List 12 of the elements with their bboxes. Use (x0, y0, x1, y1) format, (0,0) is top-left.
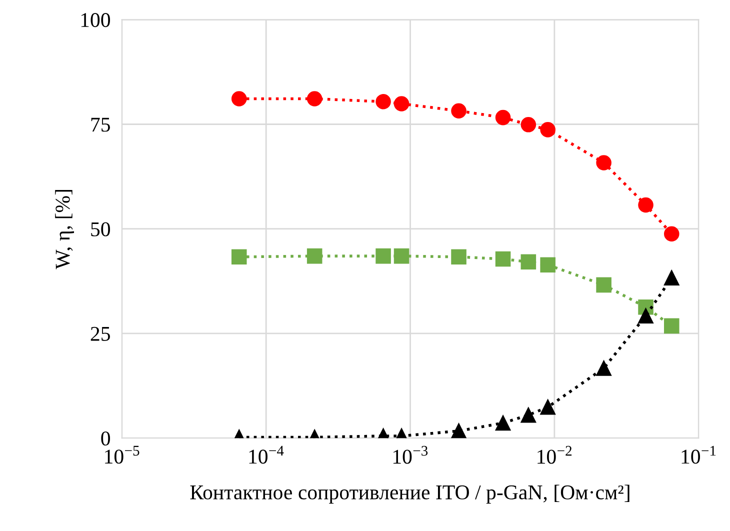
y-tick-label: 50 (91, 222, 110, 236)
y-tick-label: 25 (90, 326, 110, 341)
y-tick-label: 0 (101, 431, 110, 446)
y-axis-title: W, η, [%] (55, 190, 74, 270)
x-tick-label: 10$^{−5}$ (105, 446, 140, 464)
x-tick-label: 10$^{−4}$ (249, 446, 284, 464)
y-tick-label: 100 (81, 13, 110, 28)
x-tick-label: 10$^{−2}$ (538, 446, 572, 464)
x-tick-label: 10$^{−3}$ (393, 446, 428, 464)
x-axis-title: Контактное сопротивление ITO / p-GaN, [Ом·см²] (190, 484, 630, 504)
y-tick-label: 75 (91, 118, 110, 132)
x-tick-label: 10$^{−1}$ (682, 446, 716, 464)
